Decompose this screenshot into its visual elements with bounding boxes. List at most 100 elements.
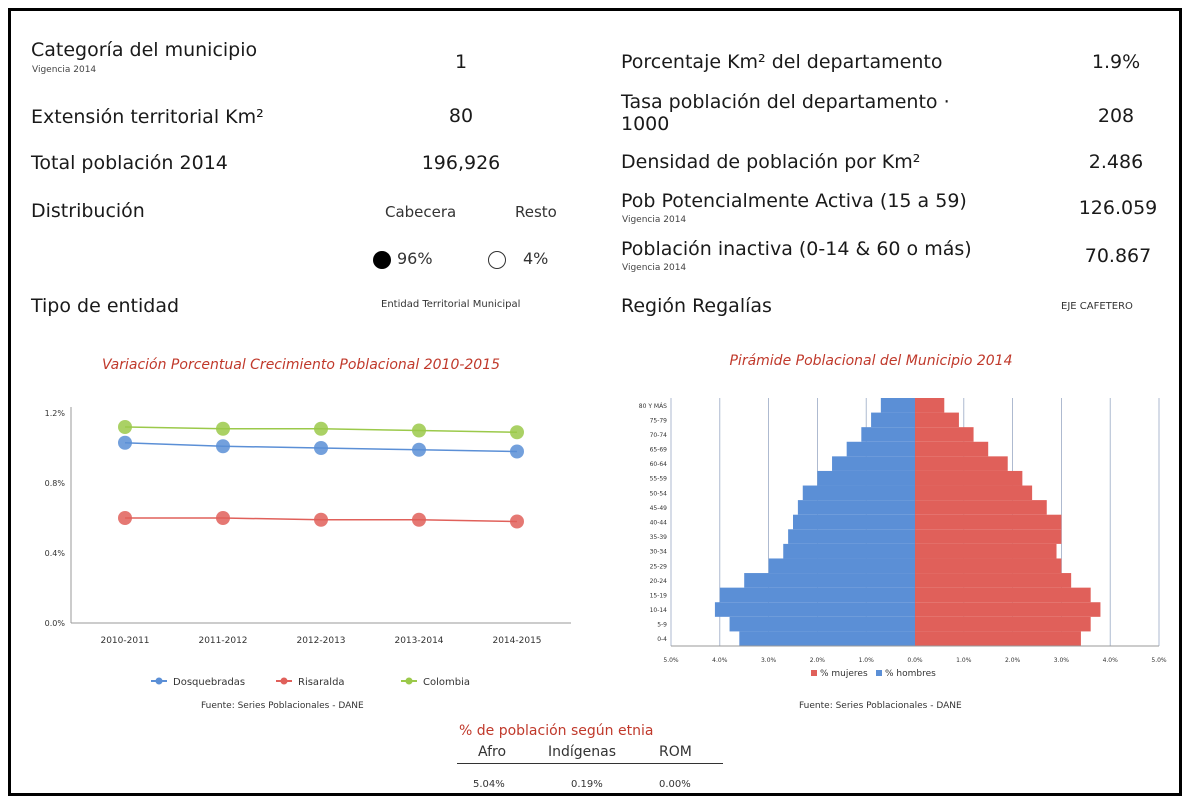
pyramid-bar-men [730, 617, 915, 632]
line-chart-point [412, 443, 426, 457]
pob-inactiva-sub: Vigencia 2014 [622, 263, 686, 273]
pyramid-x-tick-label: 1.0% [956, 657, 972, 664]
line-chart-x-tick-label: 2013-2014 [394, 636, 443, 646]
pyramid-age-label: 35-39 [650, 534, 668, 541]
line-chart-legend-marker [281, 678, 288, 685]
line-chart-point [412, 513, 426, 527]
pyramid-x-tick-label: 1.0% [859, 657, 875, 664]
line-chart-point [118, 420, 132, 434]
pyramid-age-label: 5-9 [657, 622, 667, 629]
pyramid-bar-men [739, 631, 915, 646]
pyramid-bar-women [915, 588, 1091, 603]
cabecera-value: 96% [397, 249, 433, 268]
pyramid-bar-men [715, 602, 915, 617]
pyramid-bar-women [915, 427, 974, 442]
line-chart: 0.0% 0.4% 0.8% 1.2% 2010-2011 2011-2012 2012-2… [31, 391, 581, 691]
pyramid-bar-men [817, 471, 915, 486]
line-chart-point [216, 422, 230, 436]
pyramid-bar-men [788, 529, 915, 544]
pyramid-chart-source: Fuente: Series Poblacionales - DANE [799, 701, 962, 711]
pyramid-bar-men [881, 398, 915, 413]
pyramid-bar-women [915, 398, 944, 413]
pyramid-bar-women [915, 515, 1061, 530]
pob-inactiva-value: 70.867 [1073, 245, 1163, 267]
line-chart-point [510, 515, 524, 529]
line-chart-source: Fuente: Series Poblacionales - DANE [201, 701, 364, 711]
line-chart-y-tick-label: 0.4% [45, 549, 66, 558]
pyramid-bar-women [915, 500, 1047, 515]
line-chart-point [118, 511, 132, 525]
pyramid-age-label: 10-14 [650, 607, 668, 614]
pyramid-bar-women [915, 471, 1022, 486]
pob-inactiva-label: Población inactiva (0-14 & 60 o más) [621, 238, 972, 260]
line-chart-point [216, 511, 230, 525]
line-chart-y-tick-label: 0.0% [45, 619, 66, 628]
region-label: Región Regalías [621, 295, 772, 317]
etnia-value-rom: 0.00% [659, 779, 691, 790]
categoria-sub: Vigencia 2014 [32, 65, 96, 75]
line-chart-point [510, 425, 524, 439]
pyramid-age-label: 0-4 [657, 636, 667, 643]
pyramid-x-tick-label: 3.0% [1054, 657, 1070, 664]
pyramid-bar-women [915, 617, 1091, 632]
categoria-label: Categoría del municipio [31, 39, 257, 61]
pyramid-age-label: 70-74 [650, 432, 668, 439]
etnia-title: % de población según etnia [459, 723, 653, 739]
distribucion-label: Distribución [31, 200, 145, 222]
pyramid-bar-men [847, 442, 915, 457]
pyramid-bar-women [915, 558, 1061, 573]
densidad-label: Densidad de población por Km² [621, 151, 920, 173]
cabecera-label: Cabecera [385, 203, 456, 221]
pyramid-bar-men [832, 456, 915, 471]
pyramid-age-label: 20-24 [650, 578, 668, 585]
etnia-header-indigenas: Indígenas [548, 744, 616, 760]
municipal-profile-panel: Categoría del municipio Vigencia 2014 1 … [8, 8, 1182, 796]
line-chart-y-tick-label: 1.2% [45, 409, 66, 418]
pyramid-x-tick-label: 3.0% [761, 657, 777, 664]
pyramid-bar-women [915, 602, 1100, 617]
resto-label: Resto [515, 203, 557, 221]
pyramid-bar-women [915, 442, 988, 457]
etnia-value-afro: 5.04% [473, 779, 505, 790]
pyramid-bar-women [915, 456, 1008, 471]
etnia-header-rom: ROM [659, 744, 692, 760]
total-label: Total población 2014 [31, 152, 228, 174]
pyramid-bar-men [798, 500, 915, 515]
pyramid-bar-men [803, 486, 915, 501]
tipo-entidad-value: Entidad Territorial Municipal [381, 299, 520, 310]
densidad-value: 2.486 [1081, 151, 1151, 173]
line-chart-point [412, 424, 426, 438]
pyramid-age-label: 25-29 [650, 563, 668, 570]
pyramid-x-tick-label: 2.0% [810, 657, 826, 664]
pyramid-age-label: 50-54 [650, 490, 668, 497]
total-value: 196,926 [411, 152, 511, 174]
line-chart-legend-label: Colombia [423, 677, 470, 688]
pyramid-bar-men [861, 427, 915, 442]
line-chart-point [314, 513, 328, 527]
pyramid-legend-swatch [876, 670, 882, 676]
pyramid-chart: 0-4 5-9 10-14 15-19 20-24 25-29 30-34 35-39 40-4… [621, 376, 1171, 691]
pyramid-x-tick-label: 5.0% [663, 657, 679, 664]
line-chart-legend-marker [406, 678, 413, 685]
pob-activa-sub: Vigencia 2014 [622, 215, 686, 225]
pyramid-bar-men [783, 544, 915, 559]
pyramid-age-label: 30-34 [650, 549, 668, 556]
porcentaje-label: Porcentaje Km² del departamento [621, 51, 942, 73]
pyramid-bar-women [915, 544, 1057, 559]
pyramid-age-label: 80 Y MÁS [639, 403, 667, 410]
region-value: EJE CAFETERO [1061, 301, 1133, 312]
pyramid-chart-title: Pirámide Poblacional del Municipio 2014 [631, 353, 1111, 369]
pob-activa-label: Pob Potencialmente Activa (15 a 59) [621, 190, 967, 212]
line-chart-legend-label: Dosquebradas [173, 677, 245, 688]
pyramid-bar-men [793, 515, 915, 530]
pyramid-age-label: 60-64 [650, 461, 668, 468]
tipo-entidad-label: Tipo de entidad [31, 295, 179, 317]
pyramid-x-tick-label: 5.0% [1151, 657, 1167, 664]
tasa-label-line1: Tasa población del departamento · [621, 91, 950, 113]
tasa-value: 208 [1081, 105, 1151, 127]
pyramid-age-label: 15-19 [650, 592, 668, 599]
pyramid-age-label: 55-59 [650, 476, 668, 483]
categoria-value: 1 [441, 51, 481, 73]
porcentaje-value: 1.9% [1081, 51, 1151, 73]
line-chart-title: Variación Porcentual Crecimiento Poblaci… [81, 357, 521, 373]
